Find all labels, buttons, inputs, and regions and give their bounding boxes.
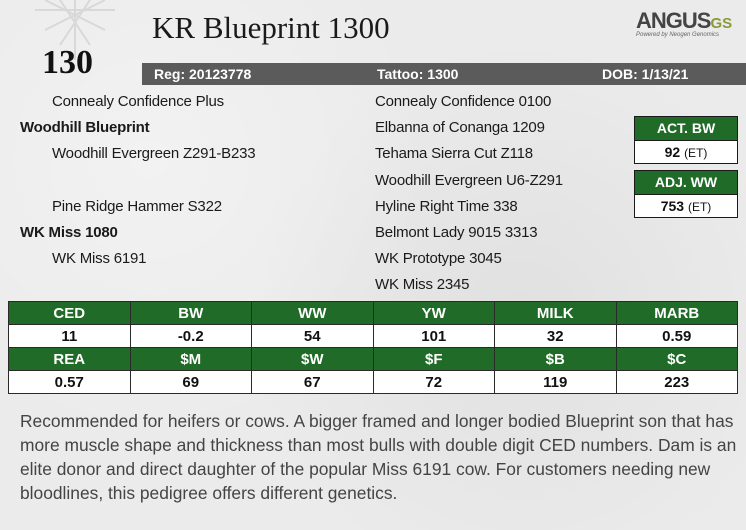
pedigree-dam-sire: Pine Ridge Hammer S322 [52,198,222,215]
dob: DOB: 1/13/21 [602,66,689,82]
pedigree-ancestor: Belmont Lady 9015 3313 [375,224,538,241]
pedigree-ancestor: Woodhill Evergreen U6-Z291 [375,172,563,189]
epd-header-cell: MARB [615,301,738,325]
epd-header-cell: BW [129,301,252,325]
lot-number: 130 [42,44,93,81]
act-bw-note: (ET) [684,146,708,160]
bull-name-title: KR Blueprint 1300 [152,10,390,45]
epd-value-cell: 69 [129,370,252,394]
epd-header-cell: YW [372,301,495,325]
pedigree-ancestor: WK Prototype 3045 [375,250,502,267]
epd-header-cell: MILK [494,301,617,325]
epd-header-row: CED BW WW YW MILK MARB [8,301,738,325]
epd-header-cell: $C [615,347,738,371]
epd-header-cell: $F [372,347,495,371]
epd-value-cell: 0.57 [8,370,131,394]
logo-brand: ANGUS [636,8,711,33]
pedigree-sire: Woodhill Blueprint [20,119,150,136]
pedigree-dam-dam: WK Miss 6191 [52,250,147,267]
epd-value-cell: 223 [615,370,738,394]
epd-value-cell: 0.59 [615,324,738,348]
epd-header-row: REA $M $W $F $B $C [8,347,738,371]
bull-description: Recommended for heifers or cows. A bigge… [20,411,737,503]
adj-ww-label: ADJ. WW [634,170,738,195]
epd-value-cell: 11 [8,324,131,348]
epd-value-cell: 119 [494,370,617,394]
act-bw-value: 92 [664,144,681,160]
epd-table: CED BW WW YW MILK MARB 11 -0.2 54 101 32… [8,301,738,394]
logo-suffix: GS [710,15,733,32]
epd-value-row: 11 -0.2 54 101 32 0.59 [8,324,738,348]
pedigree-ancestor: Elbanna of Conanga 1209 [375,119,545,136]
logo-tagline: Powered by Neogen Genomics [636,32,720,38]
actual-birth-weight-box: ACT. BW 92 (ET) [634,116,738,164]
epd-value-cell: 54 [251,324,374,348]
pedigree-dam: WK Miss 1080 [20,224,118,241]
epd-header-cell: $B [494,347,617,371]
epd-header-cell: WW [251,301,374,325]
adj-ww-value-cell: 753 (ET) [634,195,738,218]
pedigree-ancestor: Hyline Right Time 338 [375,198,518,215]
epd-value-cell: 67 [251,370,374,394]
epd-value-cell: 32 [494,324,617,348]
tattoo: Tattoo: 1300 [377,66,459,82]
pedigree-ancestor: Tehama Sierra Cut Z118 [375,145,533,162]
epd-value-row: 0.57 69 67 72 119 223 [8,370,738,394]
epd-value-cell: 101 [372,324,495,348]
reg-number: Reg: 20123778 [154,66,252,82]
adjusted-weaning-weight-box: ADJ. WW 753 (ET) [634,170,738,218]
adj-ww-value: 753 [660,198,685,214]
epd-value-cell: 72 [372,370,495,394]
angus-gs-logo: ANGUSGS Powered by Neogen Genomics [636,8,738,48]
registration-bar: Reg: 20123778 Tattoo: 1300 DOB: 1/13/21 [142,63,746,85]
pedigree-ancestor: Connealy Confidence 0100 [375,93,552,110]
pedigree-sire-sire: Connealy Confidence Plus [52,93,224,110]
windmill-watermark-icon [35,0,115,60]
pedigree-sire-dam: Woodhill Evergreen Z291-B233 [52,145,256,162]
act-bw-value-cell: 92 (ET) [634,141,738,164]
pedigree-ancestor: WK Miss 2345 [375,276,470,293]
epd-header-cell: REA [8,347,131,371]
epd-header-cell: CED [8,301,131,325]
epd-value-cell: -0.2 [129,324,252,348]
act-bw-label: ACT. BW [634,116,738,141]
epd-header-cell: $M [129,347,252,371]
adj-ww-note: (ET) [687,200,712,214]
epd-header-cell: $W [251,347,374,371]
